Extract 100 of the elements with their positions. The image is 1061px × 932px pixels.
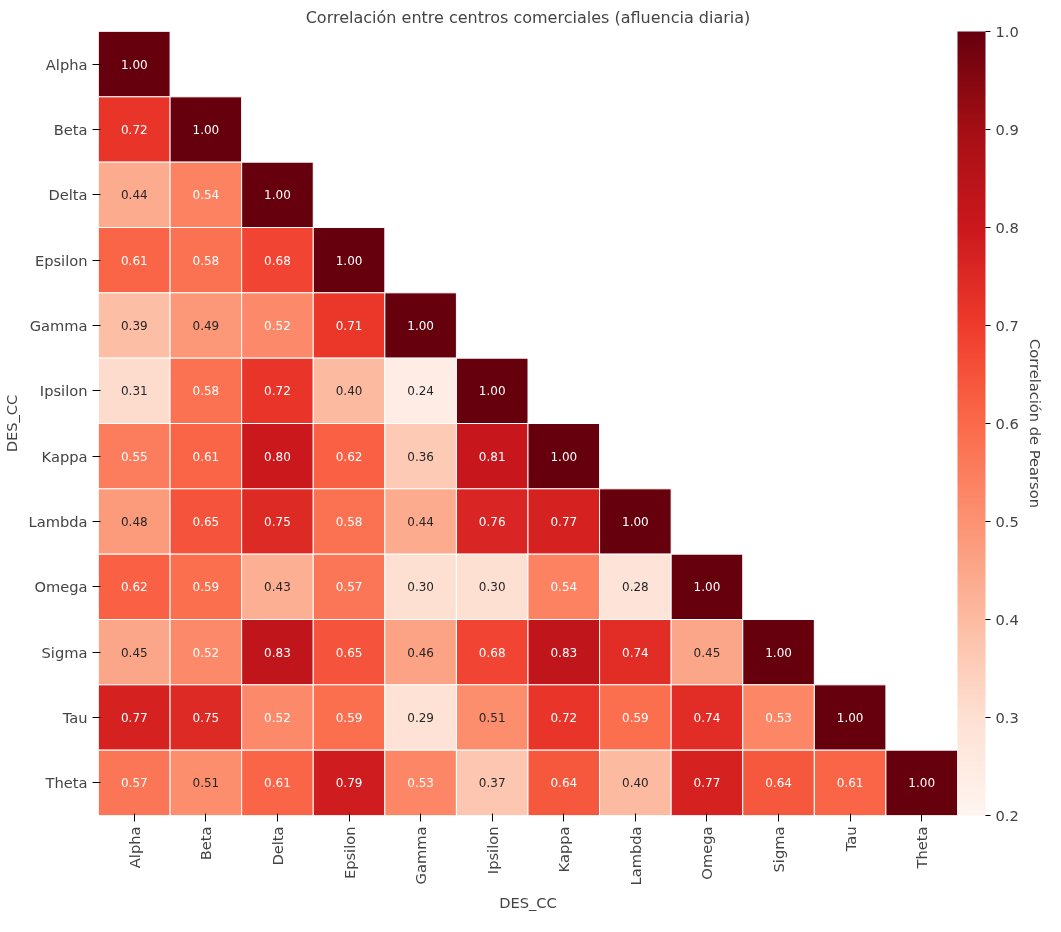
y-tick-label: Lambda [28,513,88,530]
data-label: 0.46 [407,645,434,660]
x-tick-label: Beta [197,826,215,861]
data-label: 0.59 [622,711,649,725]
data-label: 0.61 [120,253,148,268]
data-label: 0.24 [407,384,434,399]
x-tick-label: Tau [841,826,859,853]
y-axis-title: DES_CC [3,394,21,453]
color-bar-label: 0.2 [995,806,1019,824]
color-bar-title: Correlación de Pearson [1026,339,1044,508]
y-tick-label: Ipsilon [39,382,88,400]
y-tick-label: Delta [48,186,88,204]
data-label: 0.43 [264,580,291,595]
y-tick-label: Tau [61,709,88,726]
y-tick-label: Gamma [29,317,88,334]
data-label: 0.53 [407,776,434,791]
data-label: 0.36 [407,449,434,464]
x-tick-label: Sigma [770,826,788,873]
data-label: 0.61 [836,776,864,791]
data-label: 0.65 [335,645,363,660]
data-label: 0.64 [550,776,578,791]
data-label: 0.72 [550,711,578,725]
y-tick-label: Epsilon [34,251,88,269]
data-label: 0.40 [622,776,649,791]
data-label: 0.61 [264,776,291,791]
color-bar-label: 0.8 [995,218,1019,236]
data-label: 0.45 [693,645,721,660]
data-label: 0.51 [192,776,220,791]
color-bar-label: 0.3 [995,708,1019,726]
data-label: 0.75 [264,515,291,529]
data-label: 0.30 [478,580,506,595]
data-label: 0.55 [120,449,148,464]
data-label: 0.45 [120,645,148,660]
data-label: 0.62 [335,449,363,464]
data-label: 0.37 [478,776,506,791]
data-label: 0.31 [120,384,148,399]
y-tick-label: Alpha [45,55,88,73]
color-bar-label: 0.5 [995,512,1019,530]
data-label: 1.00 [120,57,148,72]
data-label: 0.83 [264,645,291,660]
data-label: 0.65 [192,515,220,529]
chart-title: Correlación entre centros comerciales (afluencia diaria) [305,7,751,27]
data-label: 1.00 [836,711,864,725]
data-label: 0.59 [335,711,363,725]
data-label: 0.48 [120,515,148,529]
data-label: 1.00 [335,253,363,268]
y-tick-label: Kappa [41,447,88,465]
data-label: 0.40 [335,384,363,399]
data-label: 0.81 [478,449,506,464]
color-bar-label: 0.7 [995,316,1019,334]
data-label: 0.58 [192,253,220,268]
x-tick-label: Kappa [555,826,573,873]
data-label: 0.52 [264,319,291,333]
data-label: 0.59 [192,580,220,595]
data-label: 0.62 [120,580,148,595]
data-label: 0.75 [192,711,220,725]
data-label: 0.72 [264,384,291,399]
y-tick-label: Beta [53,121,88,138]
x-tick-label: Gamma [412,826,430,885]
data-label: 0.74 [693,711,721,725]
data-label: 1.00 [264,188,291,203]
data-label: 0.74 [622,645,649,660]
data-label: 0.52 [264,711,291,725]
data-label: 0.77 [550,515,578,529]
data-label: 0.79 [335,776,363,791]
data-label: 1.00 [550,449,578,464]
data-label: 0.49 [192,319,220,333]
data-label: 0.30 [407,580,434,595]
data-label: 0.58 [192,384,220,399]
data-label: 0.68 [264,253,291,268]
x-tick-label: Lambda [626,826,644,886]
data-label: 1.00 [765,645,792,660]
data-label: 1.00 [478,384,506,399]
data-label: 0.52 [192,645,220,660]
data-label: 0.77 [693,776,721,791]
color-bar-label: 0.6 [995,414,1019,432]
x-tick-label: Alpha [125,826,143,869]
data-label: 0.54 [550,580,578,595]
data-label: 0.44 [407,515,434,529]
y-tick-label: Sigma [41,643,88,661]
data-label: 0.54 [192,188,220,203]
x-tick-label: Epsilon [340,826,358,880]
data-label: 1.00 [192,123,220,137]
data-label: 0.51 [478,711,506,725]
color-bar-label: 0.4 [995,610,1019,628]
data-label: 0.58 [335,515,363,529]
data-label: 0.44 [120,188,148,203]
data-label: 1.00 [908,776,936,791]
color-bar-label: 0.9 [995,120,1019,138]
x-axis-title: DES_CC [499,893,557,911]
data-label: 0.29 [407,711,434,725]
data-label: 1.00 [407,319,434,333]
data-label: 0.72 [120,123,148,137]
x-tick-label: Ipsilon [483,826,501,875]
data-label: 0.71 [335,319,363,333]
x-tick-label: Delta [268,826,286,866]
data-label: 0.57 [120,776,148,791]
data-label: 0.68 [478,645,506,660]
data-label: 0.57 [335,580,363,595]
color-bar-label: 1.0 [995,22,1019,40]
